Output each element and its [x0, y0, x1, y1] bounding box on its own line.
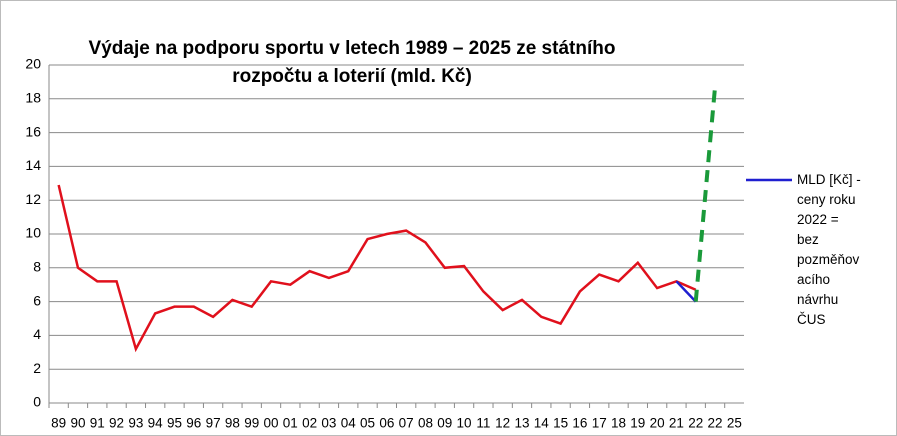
x-tick-label: 20	[650, 416, 665, 431]
x-tick-label: 15	[553, 416, 568, 431]
y-tick-label: 0	[33, 394, 41, 410]
x-tick-label: 16	[572, 416, 587, 431]
y-tick-label: 10	[25, 225, 41, 241]
y-tick-label: 6	[33, 292, 41, 308]
chart-title: rozpočtu a loterií (mld. Kč)	[232, 66, 472, 87]
x-tick-label: 04	[341, 416, 357, 431]
x-tick-label: 98	[225, 416, 240, 431]
y-tick-label: 12	[25, 191, 41, 207]
y-tick-label: 20	[25, 56, 41, 72]
x-tick-label: 19	[630, 416, 645, 431]
x-tick-label: 96	[186, 416, 201, 431]
x-tick-label: 93	[128, 416, 143, 431]
series-line	[693, 86, 718, 302]
x-tick-label: 08	[418, 416, 433, 431]
x-tick-label: 06	[379, 416, 394, 431]
x-tick-label: 21	[669, 416, 684, 431]
x-tick-label: 03	[321, 416, 336, 431]
x-tick-label: 95	[167, 416, 182, 431]
x-tick-label: 01	[283, 416, 298, 431]
x-tick-label: 02	[302, 416, 317, 431]
x-tick-label: 91	[90, 416, 105, 431]
y-tick-label: 2	[33, 360, 41, 376]
x-tick-label: 10	[457, 416, 472, 431]
x-tick-label: 89	[51, 416, 66, 431]
x-tick-label: 92	[109, 416, 124, 431]
x-tick-label: 90	[70, 416, 85, 431]
x-tick-label: 13	[514, 416, 529, 431]
y-tick-label: 14	[25, 157, 41, 173]
x-tick-label: 25	[727, 416, 742, 431]
x-tick-label: 09	[437, 416, 452, 431]
x-tick-label: 22	[708, 416, 723, 431]
y-tick-label: 16	[25, 123, 41, 139]
chart-title: Výdaje na podporu sportu v letech 1989 –…	[89, 38, 616, 59]
series-line	[57, 184, 697, 353]
x-tick-label: 14	[534, 416, 550, 431]
x-tick-label: 99	[244, 416, 259, 431]
x-tick-label: 07	[399, 416, 414, 431]
y-tick-label: 8	[33, 259, 41, 275]
series-line	[675, 280, 697, 303]
x-tick-label: 11	[476, 416, 490, 431]
x-tick-label: 18	[611, 416, 626, 431]
x-tick-label: 94	[148, 416, 164, 431]
y-tick-label: 4	[33, 326, 41, 342]
x-tick-label: 00	[263, 416, 278, 431]
x-tick-label: 17	[592, 416, 607, 431]
x-tick-label: 05	[360, 416, 375, 431]
x-tick-label: 97	[206, 416, 221, 431]
y-tick-label: 18	[25, 90, 41, 106]
legend-label: MLD [Kč] - ceny roku 2022 = bez pozměňov…	[797, 172, 861, 327]
x-tick-label: 12	[495, 416, 510, 431]
x-tick-label: 22	[688, 416, 703, 431]
